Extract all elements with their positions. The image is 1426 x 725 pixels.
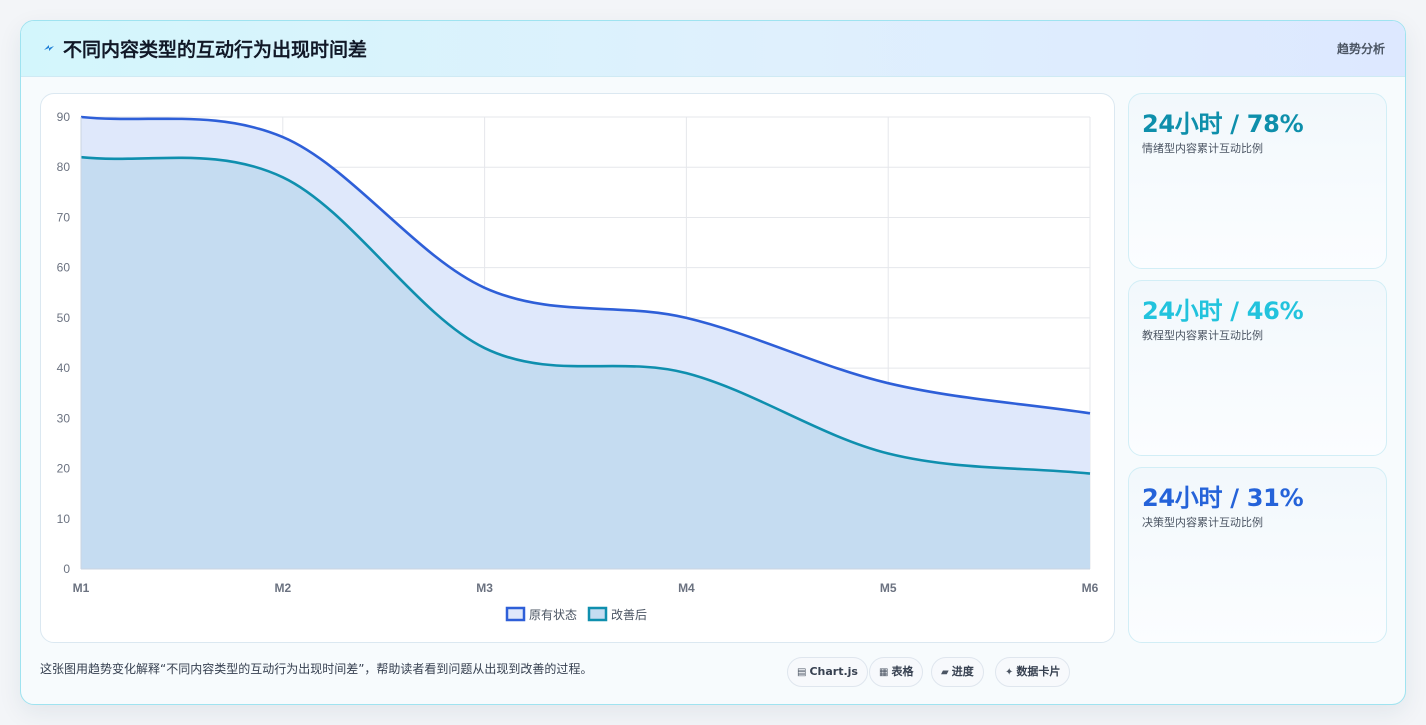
kpi-label: 教程型内容累计互动比例 bbox=[1142, 329, 1263, 342]
x-tick-label: M3 bbox=[476, 581, 493, 595]
y-tick-label: 20 bbox=[57, 462, 71, 476]
area-chart: 0 10 20 30 40 50 60 70 80 90 M1 M2 M3 M4 M5 M6 原有状态 改善后 bbox=[57, 110, 1099, 622]
chip-label: 进度 bbox=[951, 665, 974, 678]
chip-chartjs[interactable]: ▤ Chart.js bbox=[787, 657, 868, 687]
y-tick-label: 80 bbox=[57, 160, 71, 174]
legend-label: 原有状态 bbox=[529, 608, 577, 622]
x-tick-label: M6 bbox=[1082, 581, 1099, 595]
chip-label: Chart.js bbox=[809, 665, 858, 678]
y-tick-label: 0 bbox=[63, 562, 70, 576]
chart-description: 这张图用趋势变化解释“不同内容类型的互动行为出现时间差”，帮助读者看到问题从出现… bbox=[40, 662, 593, 676]
legend-swatch bbox=[587, 606, 608, 622]
card-header: 不同内容类型的互动行为出现时间差 趋势分析 bbox=[21, 21, 1405, 77]
table-icon: ▦ bbox=[879, 667, 889, 678]
kpi-card-tutorial: 24小时 / 46% 教程型内容累计互动比例 bbox=[1128, 280, 1387, 456]
chip-label: 数据卡片 bbox=[1016, 665, 1061, 678]
chart-panel: 0 10 20 30 40 50 60 70 80 90 M1 M2 M3 M4 M5 M6 原有状态 改善后 bbox=[40, 93, 1115, 643]
section-tag: 趋势分析 bbox=[1336, 42, 1385, 56]
kpi-card-emotional: 24小时 / 78% 情绪型内容累计互动比例 bbox=[1128, 93, 1387, 269]
legend-label: 改善后 bbox=[611, 607, 647, 622]
y-tick-label: 30 bbox=[57, 411, 71, 425]
kpi-card-decision: 24小时 / 31% 决策型内容累计互动比例 bbox=[1128, 467, 1387, 643]
y-tick-label: 60 bbox=[57, 261, 71, 275]
legend-swatch bbox=[505, 606, 526, 622]
y-tick-label: 50 bbox=[57, 311, 71, 325]
y-tick-label: 10 bbox=[57, 512, 71, 526]
series-line-1 bbox=[80, 155, 1091, 475]
kpi-value: 24小时 / 31% bbox=[1142, 484, 1304, 512]
progress-icon: ▰ bbox=[941, 667, 949, 678]
chart-card: 不同内容类型的互动行为出现时间差 趋势分析 0 10 20 30 40 50 60 70 80 9… bbox=[20, 20, 1406, 705]
x-tick-label: M2 bbox=[274, 581, 291, 595]
chip-table[interactable]: ▦ 表格 bbox=[869, 657, 924, 687]
sparkle-icon: ✦ bbox=[1005, 667, 1014, 678]
chip-progress[interactable]: ▰ 进度 bbox=[931, 657, 984, 687]
kpi-label: 决策型内容累计互动比例 bbox=[1142, 516, 1263, 529]
page-title: 不同内容类型的互动行为出现时间差 bbox=[63, 39, 368, 61]
kpi-value: 24小时 / 46% bbox=[1142, 297, 1304, 325]
kpi-label: 情绪型内容累计互动比例 bbox=[1142, 142, 1263, 155]
x-tick-label: M5 bbox=[880, 581, 897, 595]
x-tick-label: M1 bbox=[73, 581, 90, 595]
kpi-value: 24小时 / 78% bbox=[1142, 110, 1304, 138]
chip-label: 表格 bbox=[891, 665, 914, 678]
series-line-0 bbox=[80, 115, 1091, 415]
chart-icon: ▤ bbox=[797, 667, 807, 678]
series-area-1 bbox=[81, 157, 1090, 569]
x-tick-label: M4 bbox=[678, 581, 695, 595]
y-tick-label: 90 bbox=[57, 110, 71, 124]
y-tick-label: 40 bbox=[57, 361, 71, 375]
y-tick-label: 70 bbox=[57, 210, 71, 224]
chip-data-card[interactable]: ✦ 数据卡片 bbox=[995, 657, 1071, 687]
bolt-icon bbox=[44, 45, 54, 51]
